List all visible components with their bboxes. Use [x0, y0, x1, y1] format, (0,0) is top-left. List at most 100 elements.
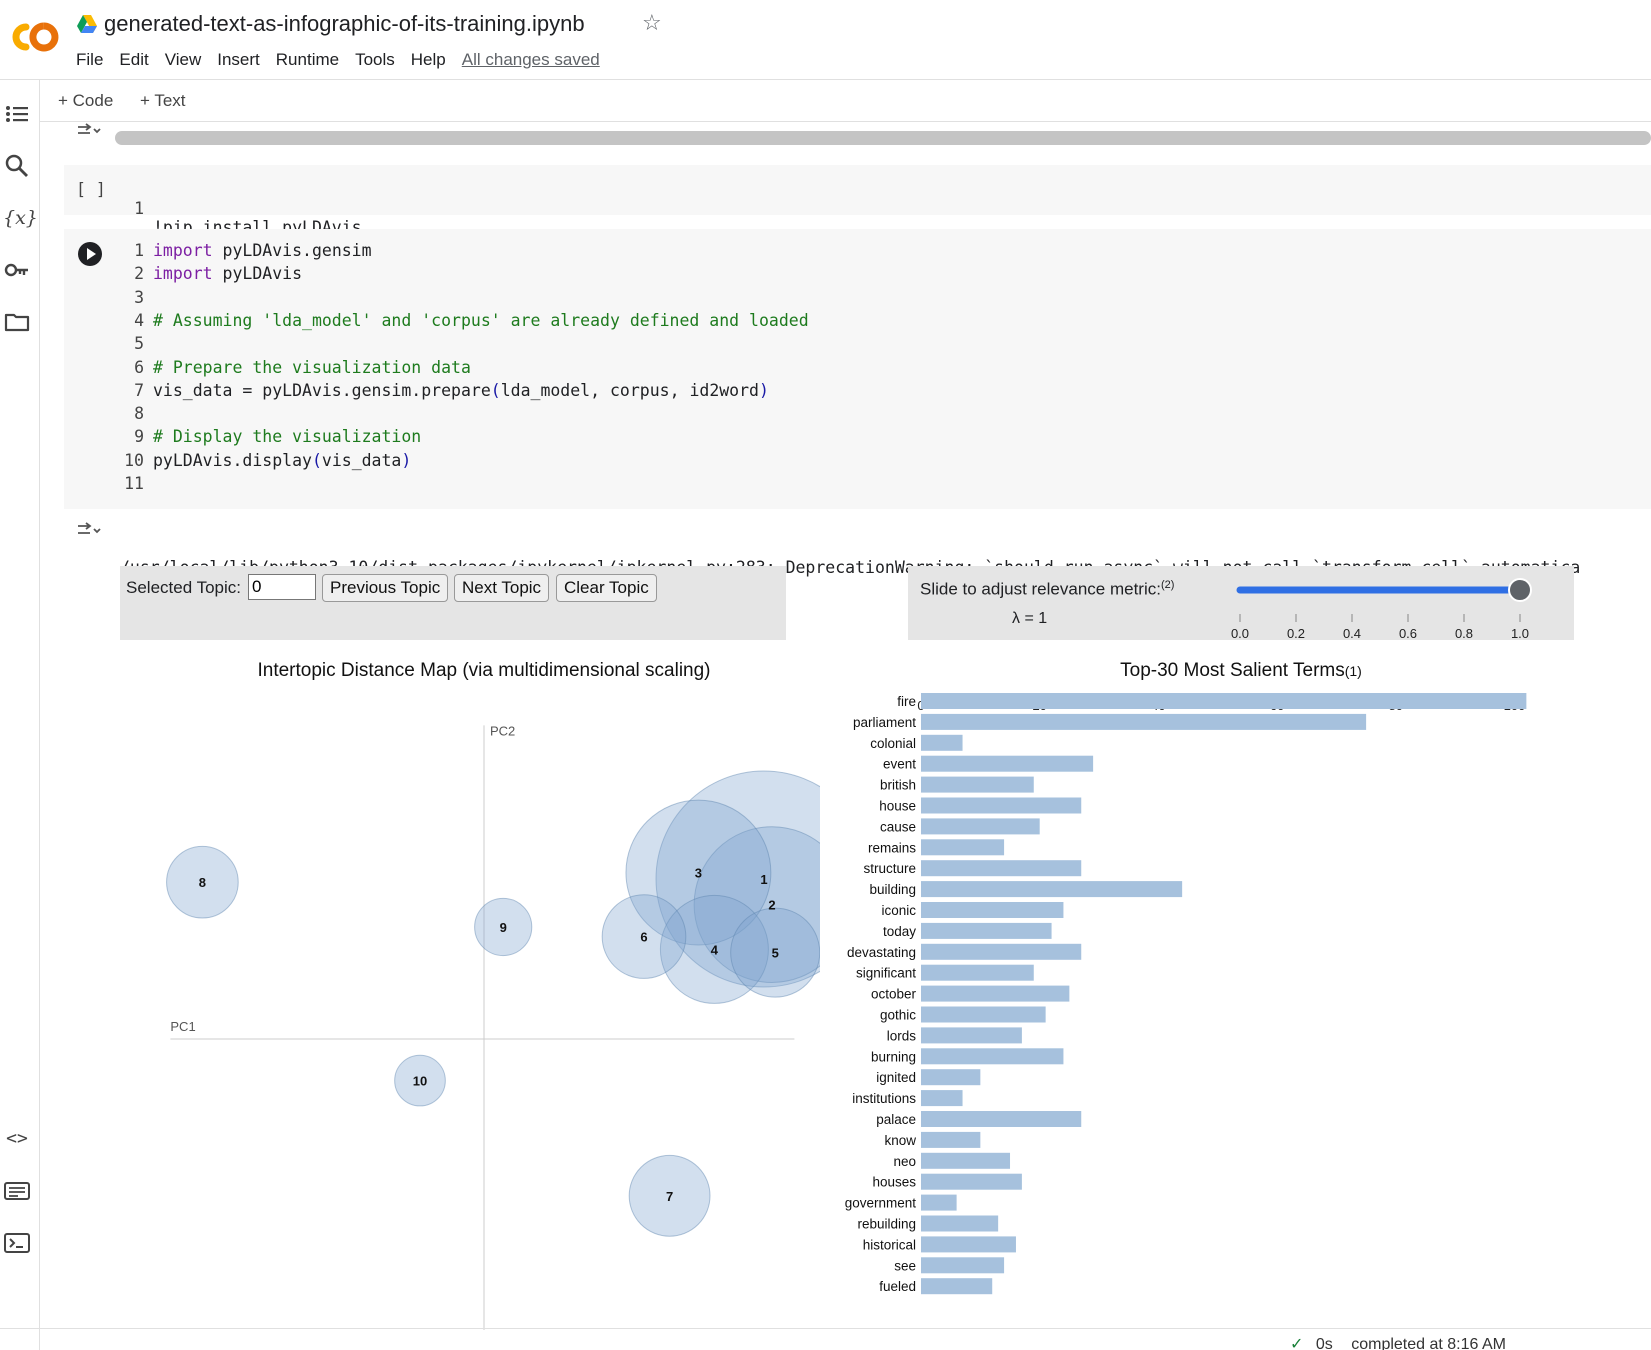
term-bar-structure[interactable]: [921, 860, 1082, 877]
term-label[interactable]: neo: [893, 1154, 916, 1169]
command-palette-icon[interactable]: [3, 1177, 31, 1205]
term-bar-gothic[interactable]: [921, 1006, 1046, 1023]
term-label[interactable]: significant: [856, 966, 916, 981]
table-of-contents-icon[interactable]: [3, 100, 31, 128]
code-cell-ldavis[interactable]: 1 import pyLDAvis.gensim 2 import pyLDAvis 3…: [64, 229, 1651, 509]
term-bar-burning[interactable]: [921, 1048, 1064, 1065]
output-toggle-icon[interactable]: [76, 122, 104, 140]
variables-icon[interactable]: {x}: [3, 207, 38, 229]
topic-circle-3[interactable]: [625, 799, 772, 946]
topic-circle-7[interactable]: [628, 1154, 711, 1237]
term-bar-cause[interactable]: [921, 818, 1040, 835]
term-label[interactable]: institutions: [852, 1091, 916, 1106]
term-bar-fire[interactable]: [921, 693, 1527, 709]
topic-circle-1[interactable]: [655, 770, 820, 988]
selected-topic-input[interactable]: [248, 574, 316, 600]
topic-circle-2[interactable]: [693, 826, 820, 983]
term-label[interactable]: remains: [868, 840, 916, 855]
term-bar-know[interactable]: [921, 1131, 981, 1148]
term-bar-rebuilding[interactable]: [921, 1215, 999, 1232]
slider-knob[interactable]: [1508, 578, 1532, 602]
term-bar-significant[interactable]: [921, 964, 1034, 981]
menu-tools[interactable]: Tools: [355, 50, 395, 69]
menu-runtime[interactable]: Runtime: [275, 50, 340, 69]
term-label[interactable]: building: [869, 882, 916, 897]
term-label[interactable]: houses: [872, 1175, 916, 1190]
search-icon[interactable]: [3, 152, 31, 180]
topic-label-4[interactable]: 4: [711, 942, 719, 957]
previous-topic-button[interactable]: Previous Topic: [322, 574, 449, 602]
term-bar-fueled[interactable]: [921, 1278, 993, 1295]
topic-circle-6[interactable]: [601, 894, 687, 979]
terminal-icon[interactable]: [3, 1229, 31, 1257]
term-bar-government[interactable]: [921, 1194, 957, 1211]
menu-help[interactable]: Help: [410, 50, 446, 69]
term-label[interactable]: lords: [887, 1028, 917, 1043]
term-bar-houses[interactable]: [921, 1173, 1022, 1190]
term-bar-parliament[interactable]: [921, 713, 1367, 730]
files-folder-icon[interactable]: [3, 308, 31, 336]
term-bar-event[interactable]: [921, 755, 1094, 772]
topic-label-7[interactable]: 7: [666, 1189, 673, 1204]
term-label[interactable]: historical: [863, 1237, 916, 1252]
term-bar-house[interactable]: [921, 797, 1082, 814]
term-label[interactable]: burning: [871, 1049, 916, 1064]
output-collapse-icon[interactable]: [76, 521, 104, 541]
term-label[interactable]: know: [884, 1133, 916, 1148]
term-bar-palace[interactable]: [921, 1111, 1082, 1127]
term-bar-see[interactable]: [921, 1257, 1005, 1274]
cell-exec-indicator[interactable]: [ ]: [76, 180, 106, 199]
term-label[interactable]: structure: [863, 861, 916, 876]
term-label[interactable]: devastating: [847, 945, 916, 960]
term-label[interactable]: cause: [880, 819, 916, 834]
term-bar-remains[interactable]: [921, 839, 1005, 856]
topic-circle-4[interactable]: [659, 894, 769, 1004]
topic-circle-9[interactable]: [474, 897, 533, 957]
term-bar-ignited[interactable]: [921, 1069, 981, 1086]
clear-topic-button[interactable]: Clear Topic: [556, 574, 657, 602]
term-label[interactable]: house: [879, 799, 916, 814]
term-bar-today[interactable]: [921, 922, 1052, 939]
menu-edit[interactable]: Edit: [119, 50, 149, 69]
star-icon[interactable]: ☆: [642, 10, 662, 35]
term-bar-british[interactable]: [921, 776, 1034, 793]
term-label[interactable]: ignited: [876, 1070, 916, 1085]
term-label[interactable]: rebuilding: [857, 1217, 916, 1232]
term-label[interactable]: government: [845, 1196, 917, 1211]
topic-label-8[interactable]: 8: [199, 875, 206, 890]
next-topic-button[interactable]: Next Topic: [454, 574, 550, 602]
topic-label-1[interactable]: 1: [760, 872, 767, 887]
lambda-slider[interactable]: 0.0 0.2 0.4 0.6 0.8 1.0: [1228, 570, 1574, 640]
term-bar-devastating[interactable]: [921, 943, 1082, 960]
term-bar-historical[interactable]: [921, 1236, 1016, 1253]
term-label[interactable]: palace: [876, 1112, 916, 1127]
horizontal-scrollbar[interactable]: [115, 131, 1651, 145]
topic-circle-5[interactable]: [730, 907, 820, 998]
term-bar-colonial[interactable]: [921, 734, 963, 751]
topic-label-6[interactable]: 6: [640, 930, 647, 945]
term-label[interactable]: see: [894, 1258, 916, 1273]
save-status[interactable]: All changes saved: [461, 50, 600, 69]
term-label[interactable]: iconic: [881, 903, 916, 918]
run-cell-icon[interactable]: [77, 241, 103, 267]
notebook-title[interactable]: generated-text-as-infographic-of-its-tra…: [104, 11, 585, 36]
term-label[interactable]: gothic: [880, 1008, 916, 1023]
term-bar-institutions[interactable]: [921, 1090, 963, 1107]
term-bar-neo[interactable]: [921, 1152, 1011, 1169]
term-label[interactable]: event: [883, 757, 916, 772]
menu-file[interactable]: File: [76, 50, 104, 69]
topic-circle-10[interactable]: [394, 1054, 446, 1107]
topic-label-9[interactable]: 9: [500, 920, 507, 935]
topic-label-2[interactable]: 2: [768, 898, 775, 913]
add-text-button[interactable]: + Text: [140, 91, 186, 110]
term-label[interactable]: parliament: [853, 715, 916, 730]
term-bar-iconic[interactable]: [921, 902, 1064, 918]
term-bar-building[interactable]: [921, 881, 1183, 898]
term-label[interactable]: today: [883, 924, 916, 939]
secrets-key-icon[interactable]: [3, 256, 31, 284]
code-snippets-icon[interactable]: <>: [6, 1128, 28, 1149]
term-label[interactable]: fueled: [879, 1279, 916, 1294]
topic-label-5[interactable]: 5: [772, 946, 779, 961]
code-cell-pip[interactable]: [ ] 1 !pip install pyLDAvis: [64, 165, 1651, 237]
menu-view[interactable]: View: [164, 50, 202, 69]
